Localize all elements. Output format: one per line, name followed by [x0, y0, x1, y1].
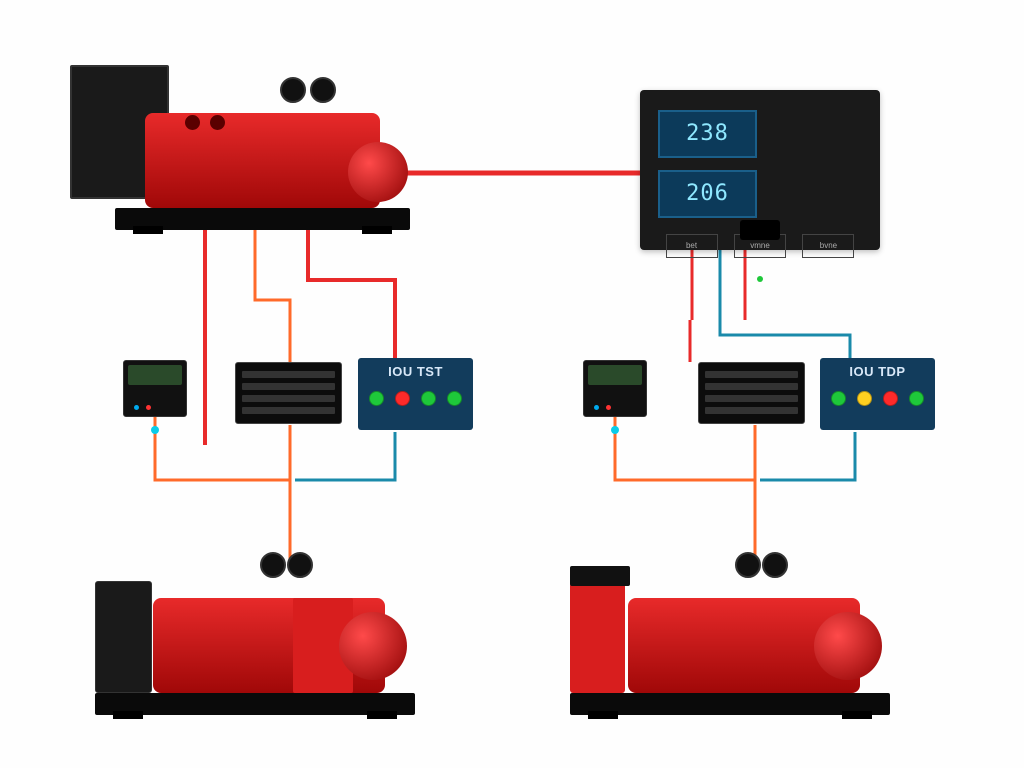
diagram-stage: 238 206 bet vmne bvne IOU TST IOU TDP: [0, 0, 1024, 768]
readout-display-right: [698, 362, 805, 424]
generator-bottom-left: [95, 560, 415, 715]
brand-plate: [570, 566, 630, 586]
status-panel-right: IOU TDP: [820, 358, 935, 430]
control-panel-main: 238 206 bet vmne bvne: [640, 90, 880, 250]
status-led-icon: [757, 276, 763, 282]
panel-left-leds: [364, 391, 467, 406]
readout-display-left: [235, 362, 342, 424]
lcd-left: 238: [658, 110, 757, 158]
module-box-right: [583, 360, 647, 417]
panel-right-label: IOU TDP: [826, 364, 929, 379]
panel-right-leds: [826, 391, 929, 406]
generator-bottom-right: [570, 560, 890, 715]
module-box-left: [123, 360, 187, 417]
generator-top: [115, 85, 410, 230]
ctrl-btn-1[interactable]: bet: [666, 234, 718, 258]
status-panel-left: IOU TST: [358, 358, 473, 430]
lcd-right: 206: [658, 170, 757, 218]
speaker-grille-icon: [740, 220, 780, 240]
ctrl-btn-3[interactable]: bvne: [802, 234, 854, 258]
panel-left-label: IOU TST: [364, 364, 467, 379]
